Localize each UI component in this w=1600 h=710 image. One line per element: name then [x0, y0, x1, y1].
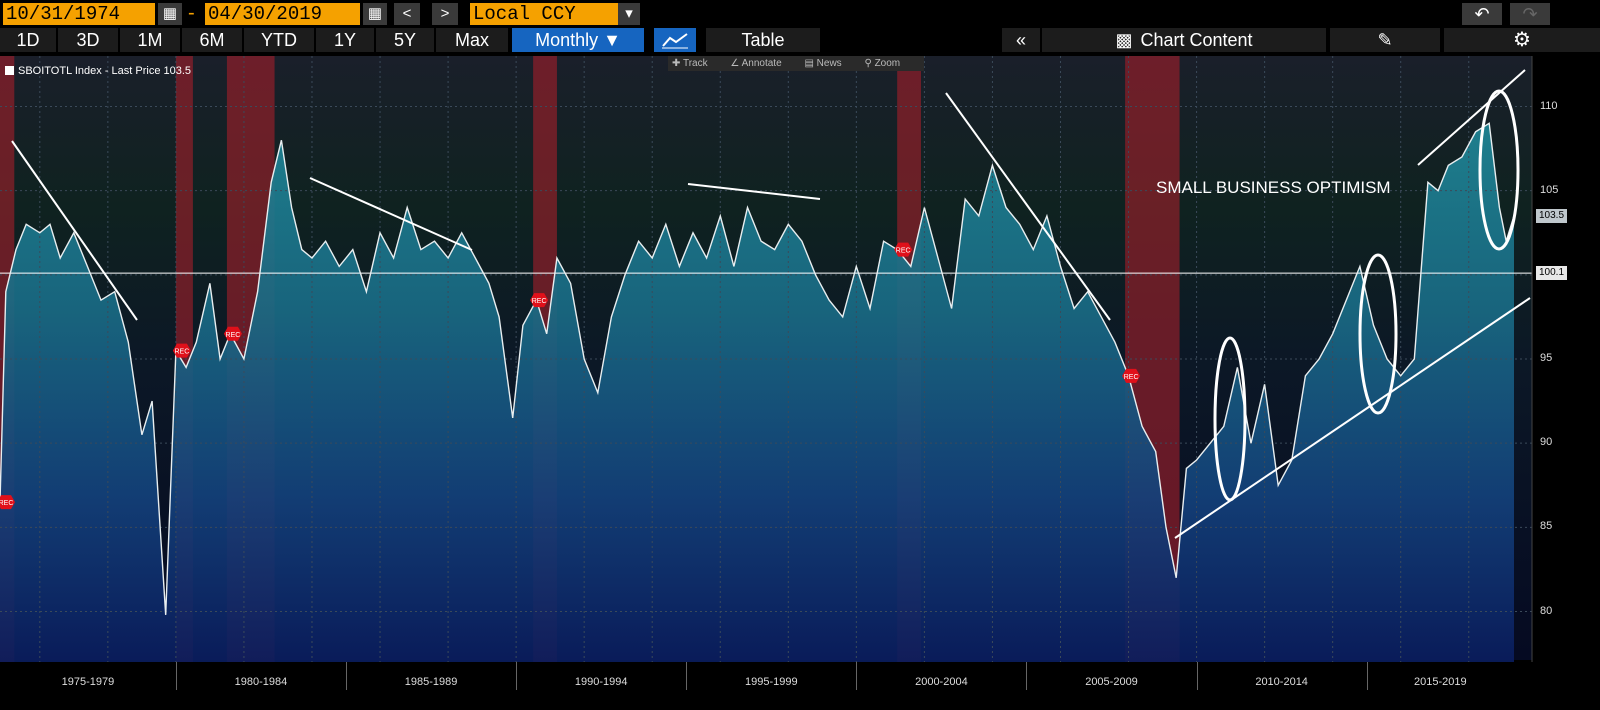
reference-value-badge: 100.1 — [1536, 266, 1568, 281]
chevron-down-icon[interactable]: ▾ — [618, 3, 640, 25]
rec-marker[interactable]: REC — [530, 293, 549, 308]
redo-icon[interactable]: ↷ — [1510, 3, 1550, 25]
rec-marker-badge — [223, 326, 242, 341]
period-6m[interactable]: 6M — [182, 28, 242, 52]
period-3d[interactable]: 3D — [58, 28, 118, 52]
chart-content-button[interactable]: ▩ Chart Content — [1042, 28, 1326, 52]
calendar-icon[interactable]: ▦ — [363, 3, 387, 25]
rec-marker-label: REC — [226, 332, 241, 339]
y-tick-label: 90 — [1540, 436, 1553, 449]
trendline — [945, 92, 1111, 321]
x-tick-label: 1990-1994 — [574, 676, 628, 688]
collapse-icon[interactable]: « — [1002, 28, 1040, 52]
highlight-circle — [1478, 89, 1520, 251]
rec-marker[interactable]: REC — [172, 343, 191, 358]
y-tick-label: 80 — [1540, 604, 1553, 617]
x-tick-label: 2005-2009 — [1085, 676, 1138, 688]
x-tick-label: 2015-2019 — [1414, 676, 1467, 688]
date-separator: - — [188, 2, 195, 24]
legend-label: SBOITOTL Index - Last Price 103.5 — [18, 65, 192, 77]
chart-annotation: SMALL BUSINESS OPTIMISM — [1156, 178, 1391, 197]
calendar-icon[interactable]: ▦ — [158, 3, 182, 25]
rec-marker-label: REC — [1124, 374, 1139, 381]
rec-marker-label: REC — [896, 248, 911, 255]
rec-marker[interactable]: REC — [223, 326, 242, 341]
x-axis-separator — [516, 662, 518, 690]
bar-chart-icon: ▩ — [1115, 30, 1133, 50]
trendline — [687, 183, 821, 200]
end-date-field[interactable]: 04/30/2019 — [205, 3, 360, 25]
rec-marker[interactable]: REC — [1122, 368, 1141, 383]
x-axis-separator — [175, 662, 177, 690]
trendline — [1417, 69, 1526, 166]
y-tick-label: 95 — [1540, 352, 1553, 364]
start-date-field[interactable]: 10/31/1974 — [3, 3, 155, 25]
table-button[interactable]: Table — [706, 28, 820, 52]
track-tool[interactable]: ✚ Track — [672, 58, 708, 69]
gear-icon[interactable]: ⚙ — [1444, 28, 1600, 52]
period-1m[interactable]: 1M — [120, 28, 180, 52]
legend-swatch — [5, 66, 14, 75]
rec-marker-label: REC — [0, 500, 13, 507]
x-tick-label: 1980-1984 — [234, 676, 288, 688]
next-arrow-icon[interactable]: > — [432, 3, 458, 25]
x-tick-label: 1975-1979 — [61, 676, 115, 688]
highlight-circle — [1358, 253, 1398, 415]
rec-marker-badge — [172, 343, 191, 358]
chart-content-label: Chart Content — [1140, 30, 1253, 50]
rec-marker-badge — [1122, 368, 1141, 383]
y-tick-label: 110 — [1540, 99, 1558, 112]
gridlines — [0, 56, 1532, 662]
rec-marker-label: REC — [532, 298, 547, 305]
edit-icon[interactable]: ✎ — [1330, 28, 1440, 52]
line-chart-icon[interactable] — [654, 28, 696, 52]
x-axis-separator — [1026, 662, 1028, 690]
x-axis-separator — [1366, 662, 1368, 690]
period-1y[interactable]: 1Y — [316, 28, 374, 52]
x-tick-label: 1985-1989 — [404, 676, 458, 688]
currency-select[interactable]: Local CCY — [470, 3, 620, 25]
annotate-tool[interactable]: ∠ Annotate — [730, 58, 782, 69]
period-5y[interactable]: 5Y — [376, 28, 434, 52]
period-1d[interactable]: 1D — [0, 28, 56, 52]
last-price-badge: 103.5 — [1536, 208, 1568, 223]
x-axis-separator — [686, 662, 688, 690]
period-max[interactable]: Max — [436, 28, 508, 52]
x-tick-label: 2010-2014 — [1255, 676, 1308, 688]
trendline — [11, 140, 138, 321]
x-axis-separator — [856, 662, 858, 690]
rec-marker[interactable]: REC — [0, 495, 15, 510]
x-axis: 1975-1979 1980-1984 1985-1989 1990-1994 1995… — [0, 662, 1532, 710]
rec-marker-badge — [894, 242, 913, 257]
rec-marker-badge — [530, 293, 549, 308]
x-tick-label: 2000-2004 — [915, 676, 968, 688]
top-toolbar: 10/31/1974 ▦ - 04/30/2019 ▦ < > Local CC… — [0, 0, 1600, 28]
highlight-circle — [1213, 336, 1247, 502]
chart-tools-bar: ✚ Track ∠ Annotate ▤ News ⚲ Zoom — [668, 56, 925, 71]
trendline — [309, 177, 473, 251]
rec-marker-badge — [0, 495, 15, 510]
news-tool[interactable]: ▤ News — [804, 58, 842, 69]
period-ytd[interactable]: YTD — [244, 28, 314, 52]
y-tick-label: 105 — [1540, 183, 1559, 196]
legend: SBOITOTL Index - Last Price 103.5 — [5, 65, 191, 77]
rec-marker[interactable]: REC — [894, 242, 913, 257]
recession-markers: REC REC REC REC REC REC — [0, 242, 1141, 510]
x-axis-separator — [1196, 662, 1198, 690]
y-tick-label: 85 — [1540, 520, 1553, 533]
x-tick-label: 1995-1999 — [744, 676, 798, 688]
prev-arrow-icon[interactable]: < — [394, 3, 420, 25]
annotation-overlays — [11, 69, 1531, 539]
zoom-tool[interactable]: ⚲ Zoom — [864, 58, 901, 69]
frequency-dropdown[interactable]: Monthly ▼ — [512, 28, 644, 52]
undo-icon[interactable]: ↶ — [1462, 3, 1502, 25]
period-bar: 1D 3D 1M 6M YTD 1Y 5Y Max Monthly ▼ Tabl… — [0, 28, 1600, 54]
rec-marker-label: REC — [175, 349, 190, 356]
x-axis-separator — [346, 662, 347, 690]
